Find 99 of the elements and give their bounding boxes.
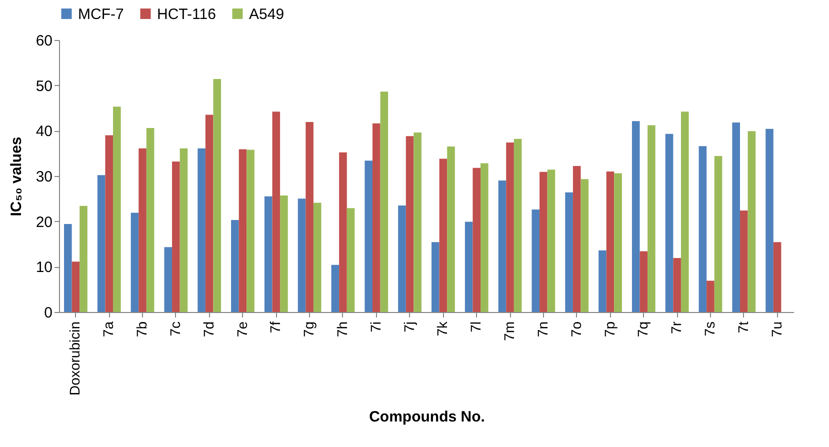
bar [380,92,388,312]
bar [406,136,414,312]
x-tick-label: 7e [234,321,250,338]
bar [146,128,154,312]
bar [714,156,722,312]
x-tick-label: 7g [300,322,317,338]
bar [673,258,681,312]
bar [130,212,139,312]
bar [547,170,556,312]
bar [680,112,689,312]
x-tick-label: 7p [601,321,618,338]
bar [766,128,774,312]
bar [614,173,622,312]
y-tick-label: 20 [36,214,52,231]
bar [414,132,422,312]
bar [246,150,254,312]
bar [138,148,146,312]
bar [398,205,406,312]
bar [205,114,214,312]
bar [346,208,355,312]
bar [439,158,448,312]
bar [313,202,322,312]
bar [532,210,540,312]
y-axis-title: IC₅₀ values [8,136,25,216]
bar [372,123,380,312]
bar [580,179,589,312]
x-tick-label: 7o [568,321,584,338]
bar [231,220,239,312]
bar [447,146,455,312]
bar [632,121,640,312]
bar [598,250,606,312]
bar [80,206,88,312]
bar [606,171,614,312]
bar [364,160,372,312]
bar [648,125,656,312]
x-tick-label: 7s [701,322,718,336]
bar [97,175,106,312]
bar [506,142,514,312]
bar [331,264,340,312]
bar [514,138,522,312]
y-tick-label: 30 [36,168,52,186]
x-tick-label: Doxorubicin [66,322,83,396]
y-tick-label: 0 [44,304,52,322]
x-axis-title: Compounds No. [369,408,485,426]
x-tick-label: 7l [468,322,484,332]
x-tick-label: 7a [100,321,116,338]
bar [213,78,222,312]
bar [498,180,506,312]
x-tick-label: 7m [501,322,518,341]
y-tick-label: 60 [36,32,52,50]
y-tick-label: 10 [36,259,52,276]
bar [565,192,573,312]
x-tick-label: 7n [534,322,550,338]
bar [480,163,488,312]
bar [64,224,72,312]
bar [748,131,756,312]
x-tick-label: 7u [768,322,784,338]
x-tick-label: 7r [668,321,684,334]
x-tick-label: 7i [367,322,384,332]
bar [732,122,740,312]
x-tick-label: 7f [267,321,284,334]
x-tick-label: 7c [166,322,183,336]
bar [264,196,272,312]
bar [306,122,314,312]
bar [280,195,288,312]
bar [238,149,247,312]
bar [640,251,648,312]
x-tick-label: 7d [200,322,216,338]
bar [72,262,80,312]
bar [665,134,674,312]
bar [164,247,172,312]
x-tick-label: 7k [434,320,450,336]
bar [113,106,121,312]
x-tick-label: 7q [634,322,651,338]
bar [180,148,188,312]
bar [339,152,347,312]
bar [740,210,748,312]
x-tick-label: 7t [734,321,751,334]
bar [773,242,782,312]
bar [472,168,481,312]
bar [172,161,180,312]
bar [198,148,206,312]
bar [698,146,707,312]
bar [540,172,548,312]
bar [298,198,306,312]
bar [105,135,114,312]
x-tick-label: 7h [334,322,350,338]
x-tick-label: 7b [134,321,150,338]
y-tick-label: 50 [36,78,52,95]
legend-label: A549 [249,6,284,23]
legend-label: HCT-116 [157,6,216,23]
x-tick-label: 7j [400,322,417,332]
bar [432,242,440,312]
bar [706,280,714,312]
bar [272,112,280,312]
bar [572,166,581,312]
y-tick-label: 40 [36,123,52,140]
legend-label: MCF-7 [78,6,124,23]
bar [464,222,473,312]
